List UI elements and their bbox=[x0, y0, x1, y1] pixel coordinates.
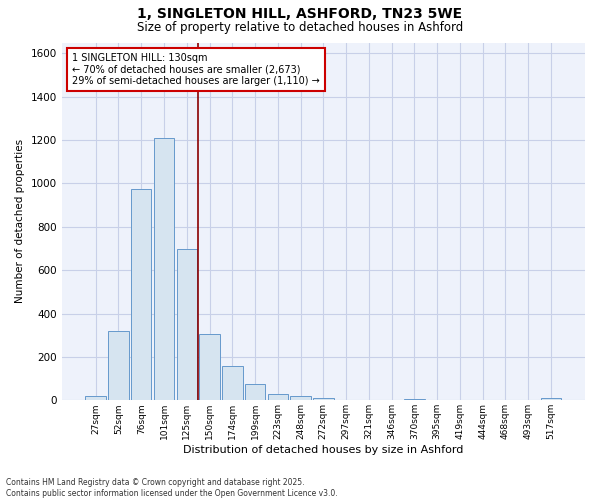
Bar bbox=[85, 396, 106, 400]
Text: 1, SINGLETON HILL, ASHFORD, TN23 5WE: 1, SINGLETON HILL, ASHFORD, TN23 5WE bbox=[137, 8, 463, 22]
Text: Contains HM Land Registry data © Crown copyright and database right 2025.
Contai: Contains HM Land Registry data © Crown c… bbox=[6, 478, 338, 498]
X-axis label: Distribution of detached houses by size in Ashford: Distribution of detached houses by size … bbox=[183, 445, 464, 455]
Bar bbox=[268, 394, 288, 400]
Bar bbox=[222, 366, 242, 400]
Text: 1 SINGLETON HILL: 130sqm
← 70% of detached houses are smaller (2,673)
29% of sem: 1 SINGLETON HILL: 130sqm ← 70% of detach… bbox=[72, 53, 320, 86]
Bar bbox=[541, 398, 561, 400]
Bar bbox=[131, 189, 151, 400]
Bar bbox=[108, 331, 129, 400]
Y-axis label: Number of detached properties: Number of detached properties bbox=[15, 140, 25, 304]
Bar bbox=[176, 248, 197, 400]
Bar bbox=[199, 334, 220, 400]
Bar bbox=[290, 396, 311, 400]
Bar bbox=[404, 398, 425, 400]
Text: Size of property relative to detached houses in Ashford: Size of property relative to detached ho… bbox=[137, 21, 463, 34]
Bar bbox=[154, 138, 174, 400]
Bar bbox=[245, 384, 265, 400]
Bar bbox=[313, 398, 334, 400]
